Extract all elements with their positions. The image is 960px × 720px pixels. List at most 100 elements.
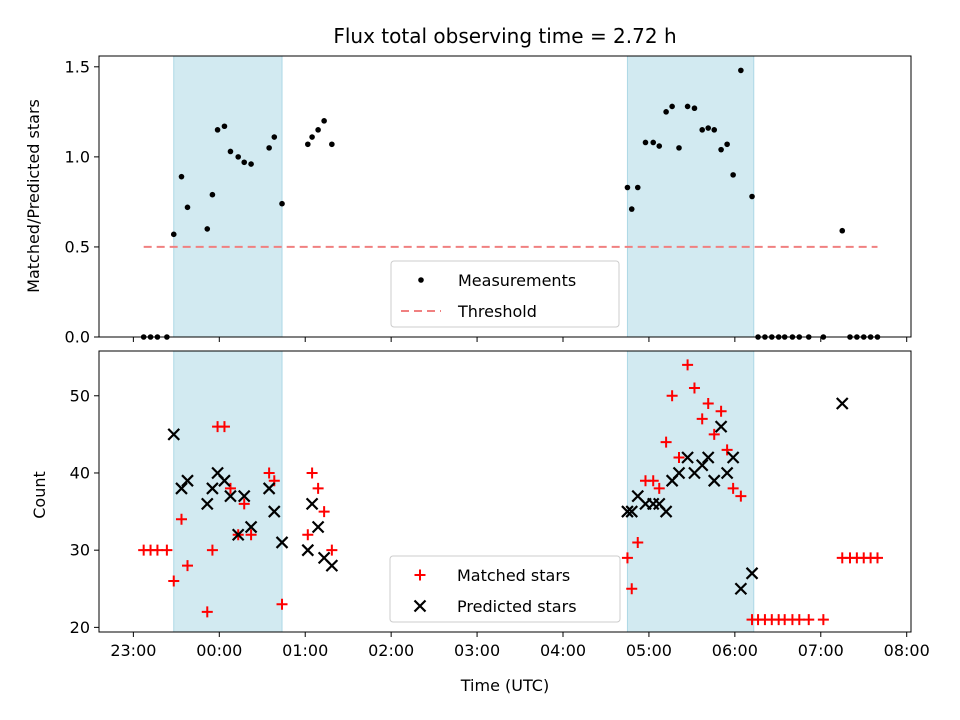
matched-star-point	[312, 482, 324, 494]
predicted-star-point	[707, 474, 721, 487]
x-tick-label: 04:00	[540, 641, 586, 660]
matched-star-point	[276, 598, 288, 610]
measurement-point	[321, 118, 327, 124]
measurement-point	[738, 67, 744, 74]
measurement-point	[730, 172, 736, 178]
measurement-point	[839, 227, 846, 234]
matched-star-point	[263, 467, 275, 479]
matched-star-point	[673, 452, 685, 464]
matched-star-point	[708, 428, 720, 440]
x-tick-label: 07:00	[798, 641, 844, 660]
matched-star-point	[647, 475, 659, 487]
measurement-point	[170, 231, 177, 238]
predicted-star-point	[224, 489, 237, 503]
measurement-point	[705, 125, 712, 131]
x-tick-label: 05:00	[626, 641, 672, 660]
measurement-point	[184, 204, 191, 211]
measurement-point	[279, 200, 285, 207]
measurement-point	[241, 159, 248, 166]
measurement-point	[634, 184, 641, 191]
predicted-star-point	[231, 528, 245, 542]
legend-label: Threshold	[457, 302, 537, 321]
measurement-point	[214, 127, 221, 133]
predicted-star-point	[301, 543, 315, 557]
shaded-interval	[627, 56, 754, 337]
predicted-star-point	[218, 474, 231, 487]
y-tick-label: 50	[70, 386, 90, 405]
shaded-interval	[173, 351, 283, 632]
matched-star-point	[306, 467, 318, 479]
matched-star-point	[721, 444, 733, 456]
bottom-panel: 20 30 40 50 23:00 00:00 01:00 02:00 03:00 04:00 05…	[70, 350, 930, 660]
measurement-point	[684, 103, 691, 110]
measurement-point	[271, 134, 278, 140]
measurement-point	[699, 127, 705, 133]
matched-star-point	[218, 421, 230, 433]
measurement-point	[248, 161, 254, 167]
matched-star-point	[318, 506, 330, 518]
predicted-star-point	[625, 505, 639, 518]
legend-box	[389, 555, 621, 623]
measurement-point	[724, 141, 730, 148]
matched-star-point	[817, 614, 829, 626]
matched-star-point	[151, 544, 163, 556]
x-tick-label: 06:00	[712, 641, 758, 660]
matched-star-point	[626, 583, 638, 595]
matched-star-point	[168, 575, 180, 587]
predicted-star-point	[181, 474, 194, 487]
legend-label: Measurements	[458, 271, 576, 290]
top-y-axis-label: Matched/Predicted stars	[24, 99, 43, 293]
measurement-point	[235, 154, 241, 160]
matched-star-point	[206, 544, 218, 556]
predicted-star-point	[720, 466, 734, 480]
matched-star-point	[871, 552, 883, 564]
predicted-star-point	[745, 567, 759, 580]
predicted-star-point	[701, 451, 715, 464]
matched-star-point	[238, 498, 250, 510]
matched-star-point	[715, 405, 727, 417]
axes-frame	[98, 350, 912, 633]
predicted-star-point	[695, 458, 709, 472]
bottom-y-axis-label: Count	[30, 471, 49, 519]
measurement-point	[628, 206, 635, 212]
x-axis-label: Time (UTC)	[460, 676, 549, 695]
predicted-star-point	[325, 559, 339, 572]
y-tick-label: 0.0	[65, 328, 90, 347]
measurement-point	[309, 134, 315, 140]
measurement-point	[691, 105, 698, 112]
measurement-point	[315, 127, 321, 133]
x-tick-label: 01:00	[282, 641, 328, 660]
matched-star-point	[660, 436, 672, 448]
matched-star-point	[175, 513, 187, 525]
matched-star-point	[621, 552, 633, 564]
predicted-star-point	[659, 505, 673, 518]
predicted-star-point	[275, 536, 289, 549]
predicted-star-point	[268, 505, 281, 518]
y-tick-label: 20	[70, 618, 90, 637]
measurement-point	[178, 173, 185, 180]
predicted-star-point	[726, 451, 740, 464]
legend-measurement-marker	[418, 277, 424, 283]
x-tick-label: 08:00	[884, 641, 930, 660]
matched-star-point	[702, 397, 714, 409]
measurement-point	[669, 103, 675, 110]
measurement-point	[718, 146, 724, 153]
matched-star-point	[682, 359, 694, 371]
measurement-point	[663, 109, 669, 115]
matched-star-point	[727, 482, 739, 494]
matched-star-point	[161, 544, 173, 556]
predicted-star-point	[672, 466, 686, 480]
measurement-point	[209, 191, 216, 198]
matched-star-point	[688, 382, 700, 394]
matched-star-point	[735, 490, 747, 502]
legend-matched-marker	[414, 569, 426, 581]
measurement-point	[227, 148, 234, 155]
matched-star-point	[201, 606, 213, 618]
predicted-star-point	[311, 520, 325, 534]
predicted-star-point	[835, 397, 849, 410]
matched-star-point	[182, 560, 194, 572]
shaded-interval	[627, 351, 754, 632]
measurement-point	[624, 184, 631, 191]
y-tick-label: 40	[70, 463, 90, 482]
